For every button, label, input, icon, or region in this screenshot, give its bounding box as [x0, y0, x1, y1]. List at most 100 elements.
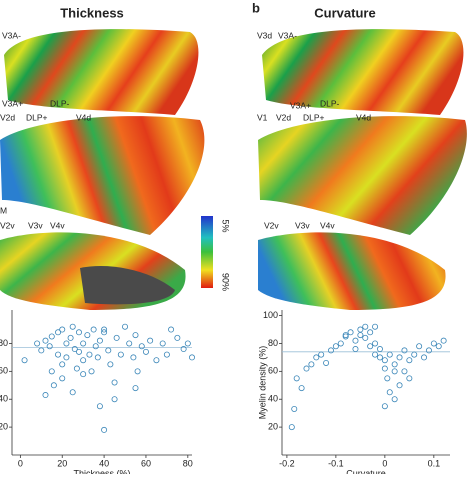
area-label: V3A+ [2, 98, 23, 108]
point [440, 337, 447, 344]
point [88, 368, 95, 375]
point [288, 424, 295, 431]
point [327, 347, 334, 354]
brain-images [0, 29, 467, 310]
x-axis-label: Curvature [346, 468, 386, 474]
point [48, 368, 55, 375]
point [96, 403, 103, 410]
y-tick-label: 100 [263, 310, 278, 320]
point [71, 346, 78, 353]
point [111, 396, 118, 403]
point [372, 323, 379, 330]
point [184, 340, 191, 347]
point [59, 375, 66, 382]
point [342, 332, 349, 339]
point [163, 351, 170, 358]
y-tick-label: 20 [268, 421, 278, 431]
point [174, 334, 181, 341]
point [69, 323, 76, 330]
panel-label: b [252, 0, 260, 15]
area-label: V3A+ [290, 100, 311, 110]
point [92, 343, 99, 350]
point [111, 379, 118, 386]
point [122, 323, 129, 330]
point [303, 365, 310, 372]
x-tick-label: -0.2 [279, 458, 295, 468]
point [357, 332, 364, 339]
point [308, 361, 315, 368]
point [126, 340, 133, 347]
area-label: DLP- [50, 98, 70, 108]
point [59, 361, 66, 368]
area-label: V3v [295, 220, 310, 230]
x-tick-label: 0 [18, 458, 23, 468]
point [80, 371, 87, 378]
area-label: V3A- [278, 30, 297, 40]
point [96, 337, 103, 344]
point [384, 375, 391, 382]
point [318, 351, 325, 358]
point [134, 368, 141, 375]
y-tick-label: 60 [0, 366, 8, 376]
panel-title: Curvature [314, 5, 375, 20]
point [113, 334, 120, 341]
point [101, 426, 108, 433]
panel-title: Thickness [60, 5, 124, 20]
point [132, 385, 139, 392]
point [381, 365, 388, 372]
point [67, 334, 74, 341]
point [352, 346, 359, 353]
area-label: V1 [257, 112, 268, 122]
x-tick-label: 60 [141, 458, 151, 468]
point [411, 351, 418, 358]
point [337, 340, 344, 347]
point [130, 354, 137, 361]
point [55, 329, 62, 336]
point [188, 354, 195, 361]
y-tick-label: 40 [0, 394, 8, 404]
point [396, 382, 403, 389]
point [386, 351, 393, 358]
point [180, 346, 187, 353]
area-label: V2v [264, 220, 279, 230]
point [425, 347, 432, 354]
point [391, 368, 398, 375]
area-label: V4v [320, 220, 335, 230]
x-tick-label: 0.1 [428, 458, 441, 468]
x-tick-label: 20 [57, 458, 67, 468]
point [391, 396, 398, 403]
point [421, 354, 428, 361]
area-label: V2d [0, 112, 15, 122]
point [391, 361, 398, 368]
point [69, 389, 76, 396]
area-label: V4v [50, 220, 65, 230]
point [381, 357, 388, 364]
point [80, 357, 87, 364]
point [101, 329, 108, 336]
point [168, 326, 175, 333]
point [372, 340, 379, 347]
point [59, 326, 66, 333]
point [352, 337, 359, 344]
x-tick-label: 0 [382, 458, 387, 468]
point [372, 351, 379, 358]
point [298, 385, 305, 392]
x-axis-label: Thickness (%) [73, 468, 130, 474]
point [107, 361, 114, 368]
y-axis-label: Myelin density (%) [257, 346, 267, 420]
colorbar-label: 5% [221, 219, 231, 232]
point [46, 343, 53, 350]
point [396, 354, 403, 361]
point [42, 337, 49, 344]
area-label: V4d [76, 112, 91, 122]
point [38, 347, 45, 354]
point [357, 326, 364, 333]
point [105, 347, 112, 354]
point [332, 343, 339, 350]
x-tick-label: 40 [99, 458, 109, 468]
y-tick-label: 40 [268, 394, 278, 404]
point [386, 389, 393, 396]
point [362, 323, 369, 330]
area-label: DLP- [320, 98, 340, 108]
